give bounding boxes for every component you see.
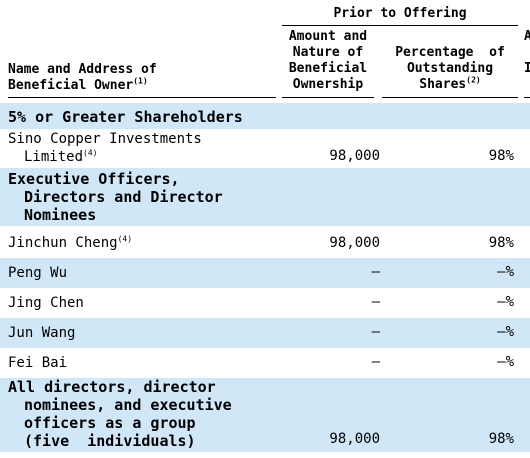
row-name-jinchun-cheng-text: Jinchun Cheng xyxy=(8,235,118,251)
total-line1: All directors, director xyxy=(8,378,216,396)
amount-total: 98,000 xyxy=(329,431,380,447)
row-name-sino-copper-line1: Sino Copper Investments xyxy=(8,131,202,147)
row-name-sino-copper-line2-wrap: Limited(4) xyxy=(8,148,202,166)
row-band-total xyxy=(0,378,530,452)
section-heading-officers-line1: Executive Officers, xyxy=(8,170,180,188)
next-col-rule xyxy=(524,97,530,98)
pct-jinchun-cheng: 98% xyxy=(488,235,514,251)
row-name-jun-wang: Jun Wang xyxy=(8,325,76,341)
next-col-fragment-mid: I xyxy=(524,61,530,76)
col-header-amount-line4: Ownership xyxy=(292,77,364,92)
pct-jun-wang: —% xyxy=(497,324,514,340)
col-header-pct-rule xyxy=(382,97,518,98)
amount-fei-bai: — xyxy=(371,354,380,370)
row-name-sino-copper: Sino Copper Investments Limited(4) xyxy=(8,130,202,166)
group-header-rule xyxy=(282,25,518,26)
section-heading-officers-line2: Directors and Director xyxy=(24,188,223,206)
row-name-sino-copper-line2: Limited xyxy=(24,149,84,165)
col-header-name-rule xyxy=(8,97,276,98)
col-header-pct-line2: Outstanding xyxy=(406,61,494,76)
header-band-5pct xyxy=(0,103,530,129)
amount-jing-chen: — xyxy=(371,294,380,310)
col-header-name-line2-wrap: Beneficial Owner(1) xyxy=(8,76,157,94)
footnote-ref-2: (2) xyxy=(466,75,481,85)
row-name-peng-wu: Peng Wu xyxy=(8,265,68,281)
total-line2: nominees, and executive xyxy=(24,396,232,414)
footnote-ref-4: (4) xyxy=(83,148,98,158)
group-header-prior-to-offering: Prior to Offering xyxy=(333,6,467,21)
col-header-name-line2: Beneficial Owner xyxy=(8,78,134,93)
col-header-amount-rule xyxy=(282,97,374,98)
amount-jinchun-cheng: 98,000 xyxy=(329,235,380,251)
col-header-amount-line2: Nature of xyxy=(292,45,364,60)
col-header-name-line1: Name and Address of xyxy=(8,62,157,77)
pct-total: 98% xyxy=(488,431,514,447)
col-header-amount-line1: Amount and xyxy=(288,29,368,44)
row-name-jinchun-cheng: Jinchun Cheng(4) xyxy=(8,235,132,251)
row-name-fei-bai: Fei Bai xyxy=(8,355,68,371)
row-band-jun-wang xyxy=(0,318,530,348)
col-header-pct-line1: Percentage of xyxy=(395,45,505,60)
amount-peng-wu: — xyxy=(371,264,380,280)
section-heading-5pct: 5% or Greater Shareholders xyxy=(8,108,243,126)
col-header-pct-line3: Shares xyxy=(419,77,467,92)
section-heading-officers-line3: Nominees xyxy=(24,206,97,224)
col-header-percentage: Percentage of Outstanding Shares(2) xyxy=(382,45,518,93)
amount-jun-wang: — xyxy=(371,324,380,340)
col-header-name: Name and Address of Beneficial Owner(1) xyxy=(8,62,157,94)
header-band-officers xyxy=(0,168,530,226)
amount-sino-copper: 98,000 xyxy=(329,148,380,164)
pct-sino-copper: 98% xyxy=(488,148,514,164)
total-line3: officers as a group xyxy=(24,414,196,432)
pct-jing-chen: —% xyxy=(497,294,514,310)
pct-peng-wu: —% xyxy=(497,264,514,280)
row-band-peng-wu xyxy=(0,258,530,288)
col-header-pct-line3-wrap: Shares(2) xyxy=(382,75,518,93)
total-line4: (five individuals) xyxy=(24,432,196,450)
col-header-amount: Amount and Nature of Beneficial Ownershi… xyxy=(282,29,374,93)
pct-fei-bai: —% xyxy=(497,354,514,370)
footnote-ref-4-cheng: (4) xyxy=(117,234,133,244)
row-name-jing-chen: Jing Chen xyxy=(8,295,84,311)
row-name-total-group: All directors, director nominees, and ex… xyxy=(8,378,232,450)
footnote-ref-1: (1) xyxy=(133,76,148,86)
next-col-fragment-top: A xyxy=(524,29,530,44)
col-header-amount-line3: Beneficial xyxy=(288,61,368,76)
section-heading-officers: Executive Officers, Directors and Direct… xyxy=(8,170,223,224)
